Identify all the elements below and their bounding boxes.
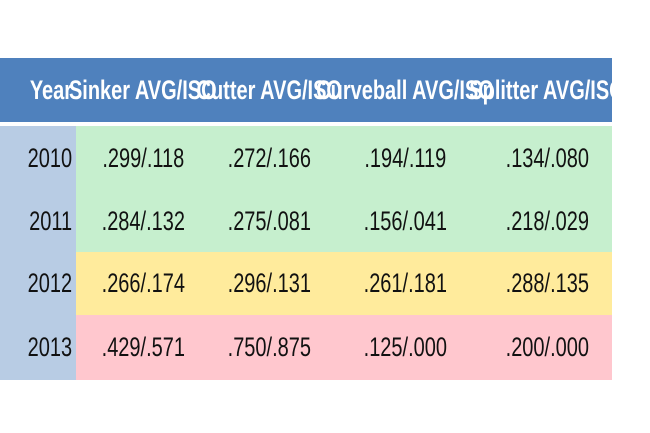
data-cell: .261/.181 <box>328 252 482 315</box>
cell-text: 2013 <box>27 332 72 362</box>
cell-text: .218/.029 <box>505 205 589 236</box>
data-cell: .284/.132 <box>76 190 210 252</box>
cell-text: .275/.081 <box>227 205 311 236</box>
row-band <box>76 126 612 190</box>
cell-text: .750/.875 <box>227 332 311 362</box>
cell-text: Year <box>29 74 72 105</box>
cell-text: 2012 <box>27 268 72 298</box>
data-cell: .288/.135 <box>482 252 612 315</box>
year-cell: 2011 <box>0 190 76 252</box>
data-cell: .156/.041 <box>328 190 482 252</box>
data-cell: .296/.131 <box>210 252 328 315</box>
cell-text: .261/.181 <box>363 268 447 298</box>
cell-text: .288/.135 <box>505 268 589 298</box>
cell-text: .272/.166 <box>227 142 311 173</box>
header-cell: Sinker AVG/ISO <box>69 58 217 122</box>
cell-text: .156/.041 <box>363 205 447 236</box>
data-cell: .299/.118 <box>76 126 210 190</box>
data-cell: .429/.571 <box>76 315 210 380</box>
data-cell: .200/.000 <box>482 315 612 380</box>
cell-text: .134/.080 <box>505 142 589 173</box>
cell-text: .284/.132 <box>101 205 185 236</box>
data-cell: .125/.000 <box>328 315 482 380</box>
data-cell: .134/.080 <box>482 126 612 190</box>
row-band <box>76 315 612 380</box>
year-cell: 2012 <box>0 252 76 315</box>
header-cell: Splitter AVG/ISO <box>469 58 624 122</box>
year-column-band <box>0 126 76 380</box>
cell-text: Splitter AVG/ISO <box>469 74 625 105</box>
cell-text: 2011 <box>29 205 72 236</box>
cell-text: .194/.119 <box>364 142 446 173</box>
cell-text: Sinker AVG/ISO <box>69 74 217 105</box>
data-cell: .750/.875 <box>210 315 328 380</box>
row-band <box>76 190 612 252</box>
cell-text: Cutter AVG/ISO <box>196 74 342 105</box>
year-cell: 2013 <box>0 315 76 380</box>
data-cell: .194/.119 <box>328 126 482 190</box>
header-band <box>0 58 612 122</box>
data-cell: .275/.081 <box>210 190 328 252</box>
cell-text: .200/.000 <box>505 332 589 362</box>
cell-text: Curveball AVG/ISO <box>316 74 494 105</box>
cell-text: .299/.118 <box>102 142 184 173</box>
header-cell: Curveball AVG/ISO <box>316 58 494 122</box>
header-cell: Cutter AVG/ISO <box>196 58 341 122</box>
data-cell: .218/.029 <box>482 190 612 252</box>
cell-text: .429/.571 <box>101 332 185 362</box>
cell-text: 2010 <box>27 142 72 173</box>
header-cell: Year <box>0 58 76 122</box>
data-cell: .266/.174 <box>76 252 210 315</box>
cell-text: .296/.131 <box>227 268 311 298</box>
cell-text: .125/.000 <box>363 332 447 362</box>
cell-text: .266/.174 <box>101 268 185 298</box>
row-band <box>76 252 612 315</box>
year-cell: 2010 <box>0 126 76 190</box>
data-cell: .272/.166 <box>210 126 328 190</box>
